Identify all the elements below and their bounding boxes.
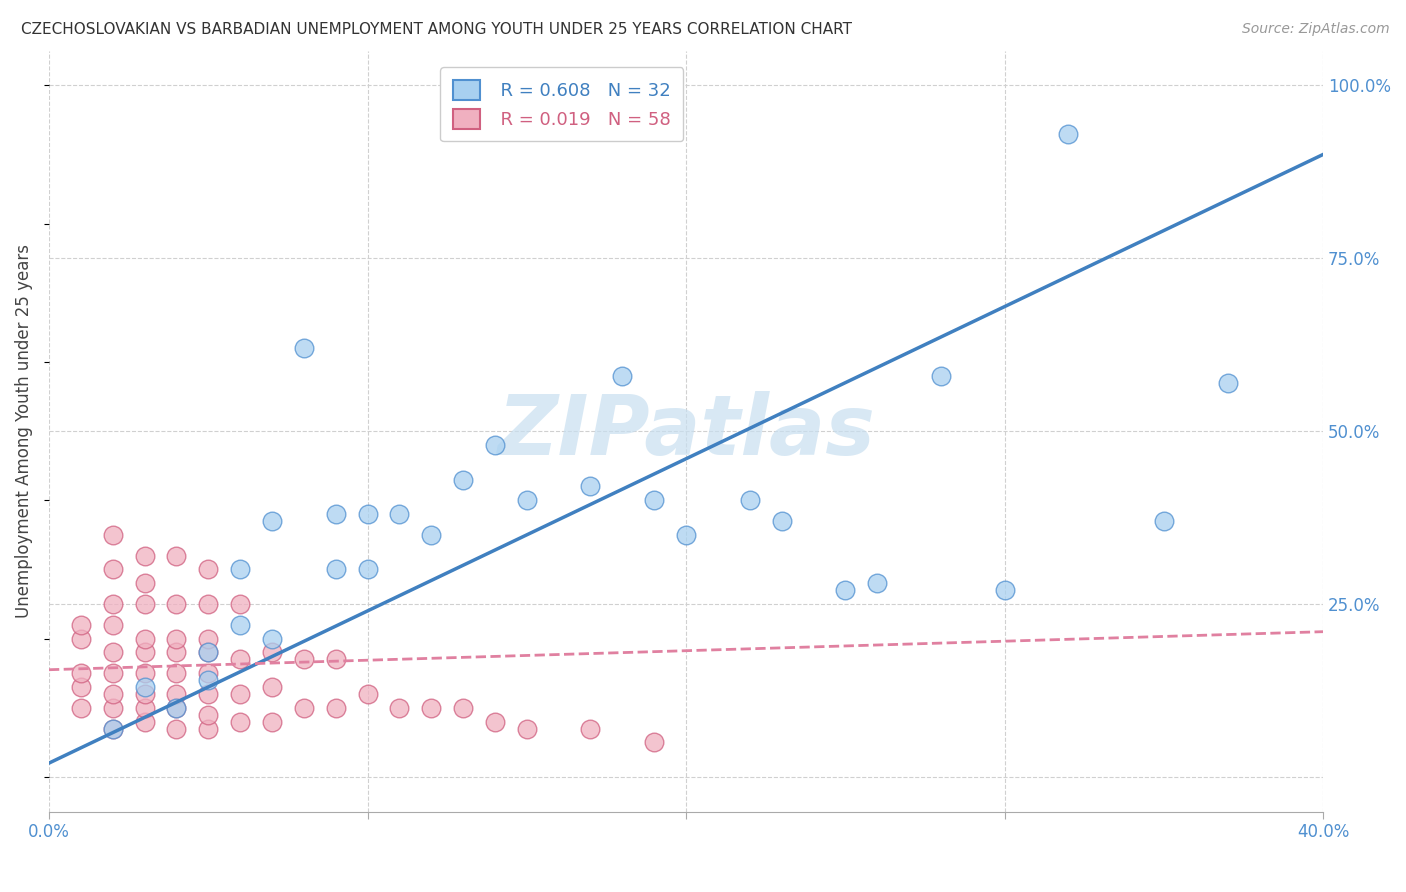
Point <box>69 632 91 646</box>
Point <box>229 562 252 576</box>
Point <box>197 597 219 611</box>
Point <box>325 652 347 666</box>
Point <box>101 666 124 681</box>
Point <box>101 687 124 701</box>
Point <box>612 368 634 383</box>
Point <box>420 528 443 542</box>
Point <box>165 632 187 646</box>
Point <box>484 714 506 729</box>
Text: Source: ZipAtlas.com: Source: ZipAtlas.com <box>1241 22 1389 37</box>
Point <box>69 617 91 632</box>
Point <box>643 493 665 508</box>
Point <box>260 680 283 694</box>
Point <box>165 645 187 659</box>
Point <box>356 562 378 576</box>
Point <box>388 700 411 714</box>
Point <box>197 722 219 736</box>
Point <box>643 735 665 749</box>
Point <box>197 645 219 659</box>
Point <box>1153 514 1175 528</box>
Point <box>101 700 124 714</box>
Point <box>165 666 187 681</box>
Point <box>484 438 506 452</box>
Point <box>420 700 443 714</box>
Point <box>134 700 156 714</box>
Point <box>101 597 124 611</box>
Point <box>260 714 283 729</box>
Point <box>451 473 474 487</box>
Point <box>1216 376 1239 390</box>
Point <box>134 549 156 563</box>
Point <box>834 583 856 598</box>
Point <box>101 617 124 632</box>
Point <box>738 493 761 508</box>
Point <box>197 632 219 646</box>
Text: ZIPatlas: ZIPatlas <box>498 391 875 472</box>
Point <box>69 680 91 694</box>
Point <box>134 576 156 591</box>
Point <box>388 507 411 521</box>
Point <box>69 700 91 714</box>
Point <box>229 597 252 611</box>
Point <box>197 666 219 681</box>
Point <box>134 714 156 729</box>
Point <box>516 493 538 508</box>
Y-axis label: Unemployment Among Youth under 25 years: Unemployment Among Youth under 25 years <box>15 244 32 618</box>
Point <box>165 700 187 714</box>
Point <box>229 687 252 701</box>
Point <box>229 714 252 729</box>
Point <box>134 597 156 611</box>
Point <box>165 700 187 714</box>
Point <box>356 687 378 701</box>
Point <box>994 583 1017 598</box>
Point <box>165 597 187 611</box>
Point <box>165 722 187 736</box>
Point <box>292 652 315 666</box>
Point <box>770 514 793 528</box>
Point <box>101 645 124 659</box>
Text: CZECHOSLOVAKIAN VS BARBADIAN UNEMPLOYMENT AMONG YOUTH UNDER 25 YEARS CORRELATION: CZECHOSLOVAKIAN VS BARBADIAN UNEMPLOYMEN… <box>21 22 852 37</box>
Point <box>292 341 315 355</box>
Point <box>197 645 219 659</box>
Point <box>101 722 124 736</box>
Point <box>451 700 474 714</box>
Point <box>260 514 283 528</box>
Point <box>929 368 952 383</box>
Legend:   R = 0.608   N = 32,   R = 0.019   N = 58: R = 0.608 N = 32, R = 0.019 N = 58 <box>440 67 683 142</box>
Point <box>197 707 219 722</box>
Point <box>101 528 124 542</box>
Point <box>69 666 91 681</box>
Point <box>229 617 252 632</box>
Point <box>134 680 156 694</box>
Point <box>260 645 283 659</box>
Point <box>229 652 252 666</box>
Point <box>356 507 378 521</box>
Point <box>101 562 124 576</box>
Point <box>101 722 124 736</box>
Point <box>134 687 156 701</box>
Point <box>134 666 156 681</box>
Point <box>134 645 156 659</box>
Point <box>1057 127 1080 141</box>
Point <box>165 687 187 701</box>
Point <box>292 700 315 714</box>
Point <box>325 562 347 576</box>
Point <box>675 528 697 542</box>
Point <box>516 722 538 736</box>
Point <box>866 576 889 591</box>
Point <box>325 700 347 714</box>
Point <box>325 507 347 521</box>
Point <box>579 479 602 493</box>
Point <box>134 632 156 646</box>
Point <box>197 562 219 576</box>
Point <box>197 687 219 701</box>
Point <box>165 549 187 563</box>
Point <box>579 722 602 736</box>
Point <box>260 632 283 646</box>
Point <box>197 673 219 687</box>
